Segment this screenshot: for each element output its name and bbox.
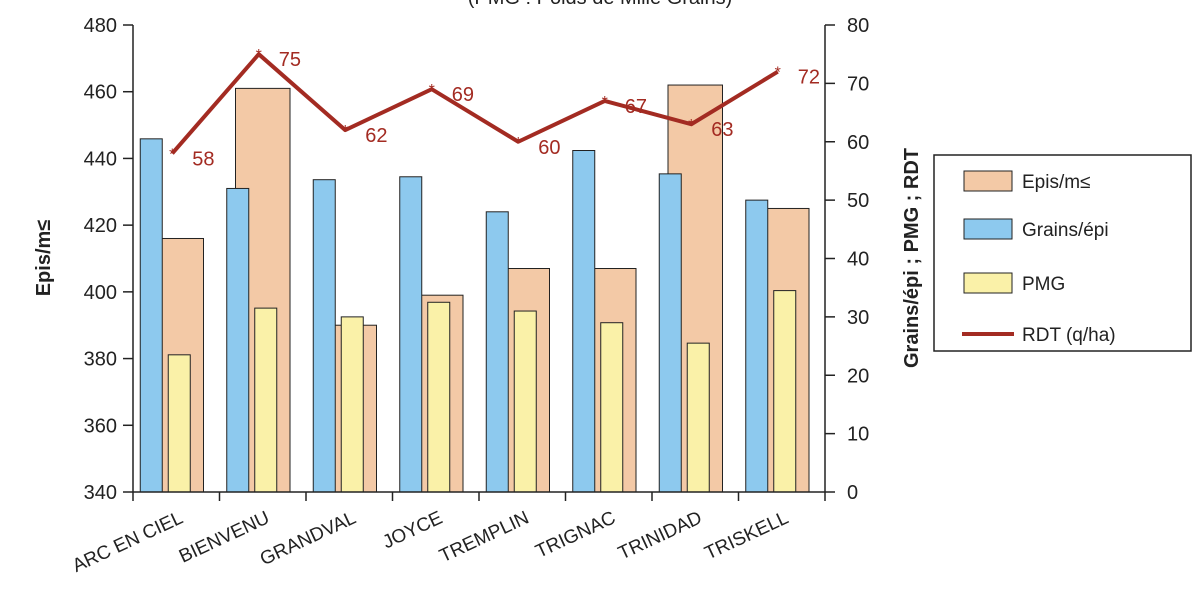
bar-grains	[658, 173, 682, 493]
bar-pmg	[686, 342, 710, 493]
y-left-tick-label: 380	[84, 349, 117, 371]
y-left-tick-label: 460	[84, 82, 117, 104]
y-right-tick-label: 50	[847, 190, 869, 212]
bar-grains	[312, 179, 336, 493]
y-axis-left-title: Epis/m≤	[33, 220, 55, 297]
bar-pmg	[340, 316, 364, 493]
legend-label-rdt: RDT (q/ha)	[1022, 325, 1116, 346]
y-right-tick-label: 30	[847, 307, 869, 329]
rdt-line	[170, 52, 779, 155]
rdt-point-marker: *	[602, 94, 608, 111]
rdt-data-label: 75	[279, 49, 301, 71]
rdt-data-label: 67	[625, 96, 647, 118]
rdt-data-label: 58	[192, 148, 214, 170]
rdt-point-marker: *	[169, 146, 175, 163]
chart-subtitle: (PMG : Poids de Mille Grains)	[468, 0, 733, 9]
bar-grains	[226, 187, 250, 493]
y-right-tick-label: 0	[847, 482, 858, 504]
bar-grains	[399, 176, 423, 493]
x-category-label: ARC EN CIEL	[69, 507, 186, 576]
x-category-label: BIENVENU	[176, 507, 273, 567]
y-right-tick-label: 70	[847, 73, 869, 95]
y-left-tick-label: 340	[84, 482, 117, 504]
legend-swatch-epis	[963, 170, 1013, 192]
y-right-tick-label: 60	[847, 132, 869, 154]
y-right-tick-label: 80	[847, 15, 869, 37]
rdt-point-marker: *	[515, 135, 521, 152]
rdt-data-label: 60	[538, 137, 560, 159]
y-left-tick-label: 420	[84, 215, 117, 237]
y-left-tick-label: 440	[84, 148, 117, 170]
bars-layer	[139, 84, 810, 493]
bar-pmg	[167, 354, 191, 493]
rdt-line-layer: * 58 * 75 * 62 * 69 * 60 * 67 * 63 * 72	[169, 47, 820, 170]
x-category-label: TREMPLIN	[436, 507, 532, 567]
rdt-point-marker: *	[688, 117, 694, 134]
bar-grains	[572, 150, 596, 493]
rdt-data-label: 72	[798, 67, 820, 89]
bar-grains	[745, 199, 769, 493]
bar-pmg	[513, 310, 537, 493]
rdt-data-label: 63	[711, 119, 733, 141]
legend-label-pmg: PMG	[1022, 274, 1065, 295]
x-category-label: TRIGNAC	[532, 507, 618, 562]
rdt-data-label: 69	[452, 84, 474, 106]
bar-grains	[485, 211, 509, 493]
y-left-tick-label: 480	[84, 15, 117, 37]
legend-label-grains: Grains/épi	[1022, 220, 1109, 241]
legend: Epis/m≤ Grains/épi PMG RDT (q/ha)	[933, 154, 1192, 352]
x-category-label: GRANDVAL	[257, 507, 359, 570]
y-right-tick-label: 10	[847, 424, 869, 446]
y-axis-right-title: Grains/épi ; PMG ; RDT	[901, 148, 923, 368]
x-category-label: TRINIDAD	[615, 507, 705, 564]
rdt-point-marker: *	[256, 47, 262, 64]
legend-swatch-grains	[963, 218, 1013, 240]
y-left-tick-label: 400	[84, 282, 117, 304]
rdt-point-marker: *	[342, 123, 348, 140]
bar-pmg	[427, 301, 451, 493]
legend-label-epis: Epis/m≤	[1022, 172, 1091, 193]
rdt-point-marker: *	[429, 82, 435, 99]
bar-pmg	[254, 307, 278, 493]
y-right-tick-label: 20	[847, 365, 869, 387]
y-left-tick-label: 360	[84, 415, 117, 437]
bar-grains	[139, 138, 163, 493]
x-category-label: TRISKELL	[702, 507, 792, 564]
x-category-label: JOYCE	[380, 507, 446, 553]
rdt-data-label: 62	[365, 125, 387, 147]
rdt-point-marker: *	[775, 65, 781, 82]
legend-swatch-pmg	[963, 272, 1013, 294]
y-right-tick-label: 40	[847, 249, 869, 271]
bar-pmg	[600, 322, 624, 493]
bar-pmg	[773, 290, 797, 493]
